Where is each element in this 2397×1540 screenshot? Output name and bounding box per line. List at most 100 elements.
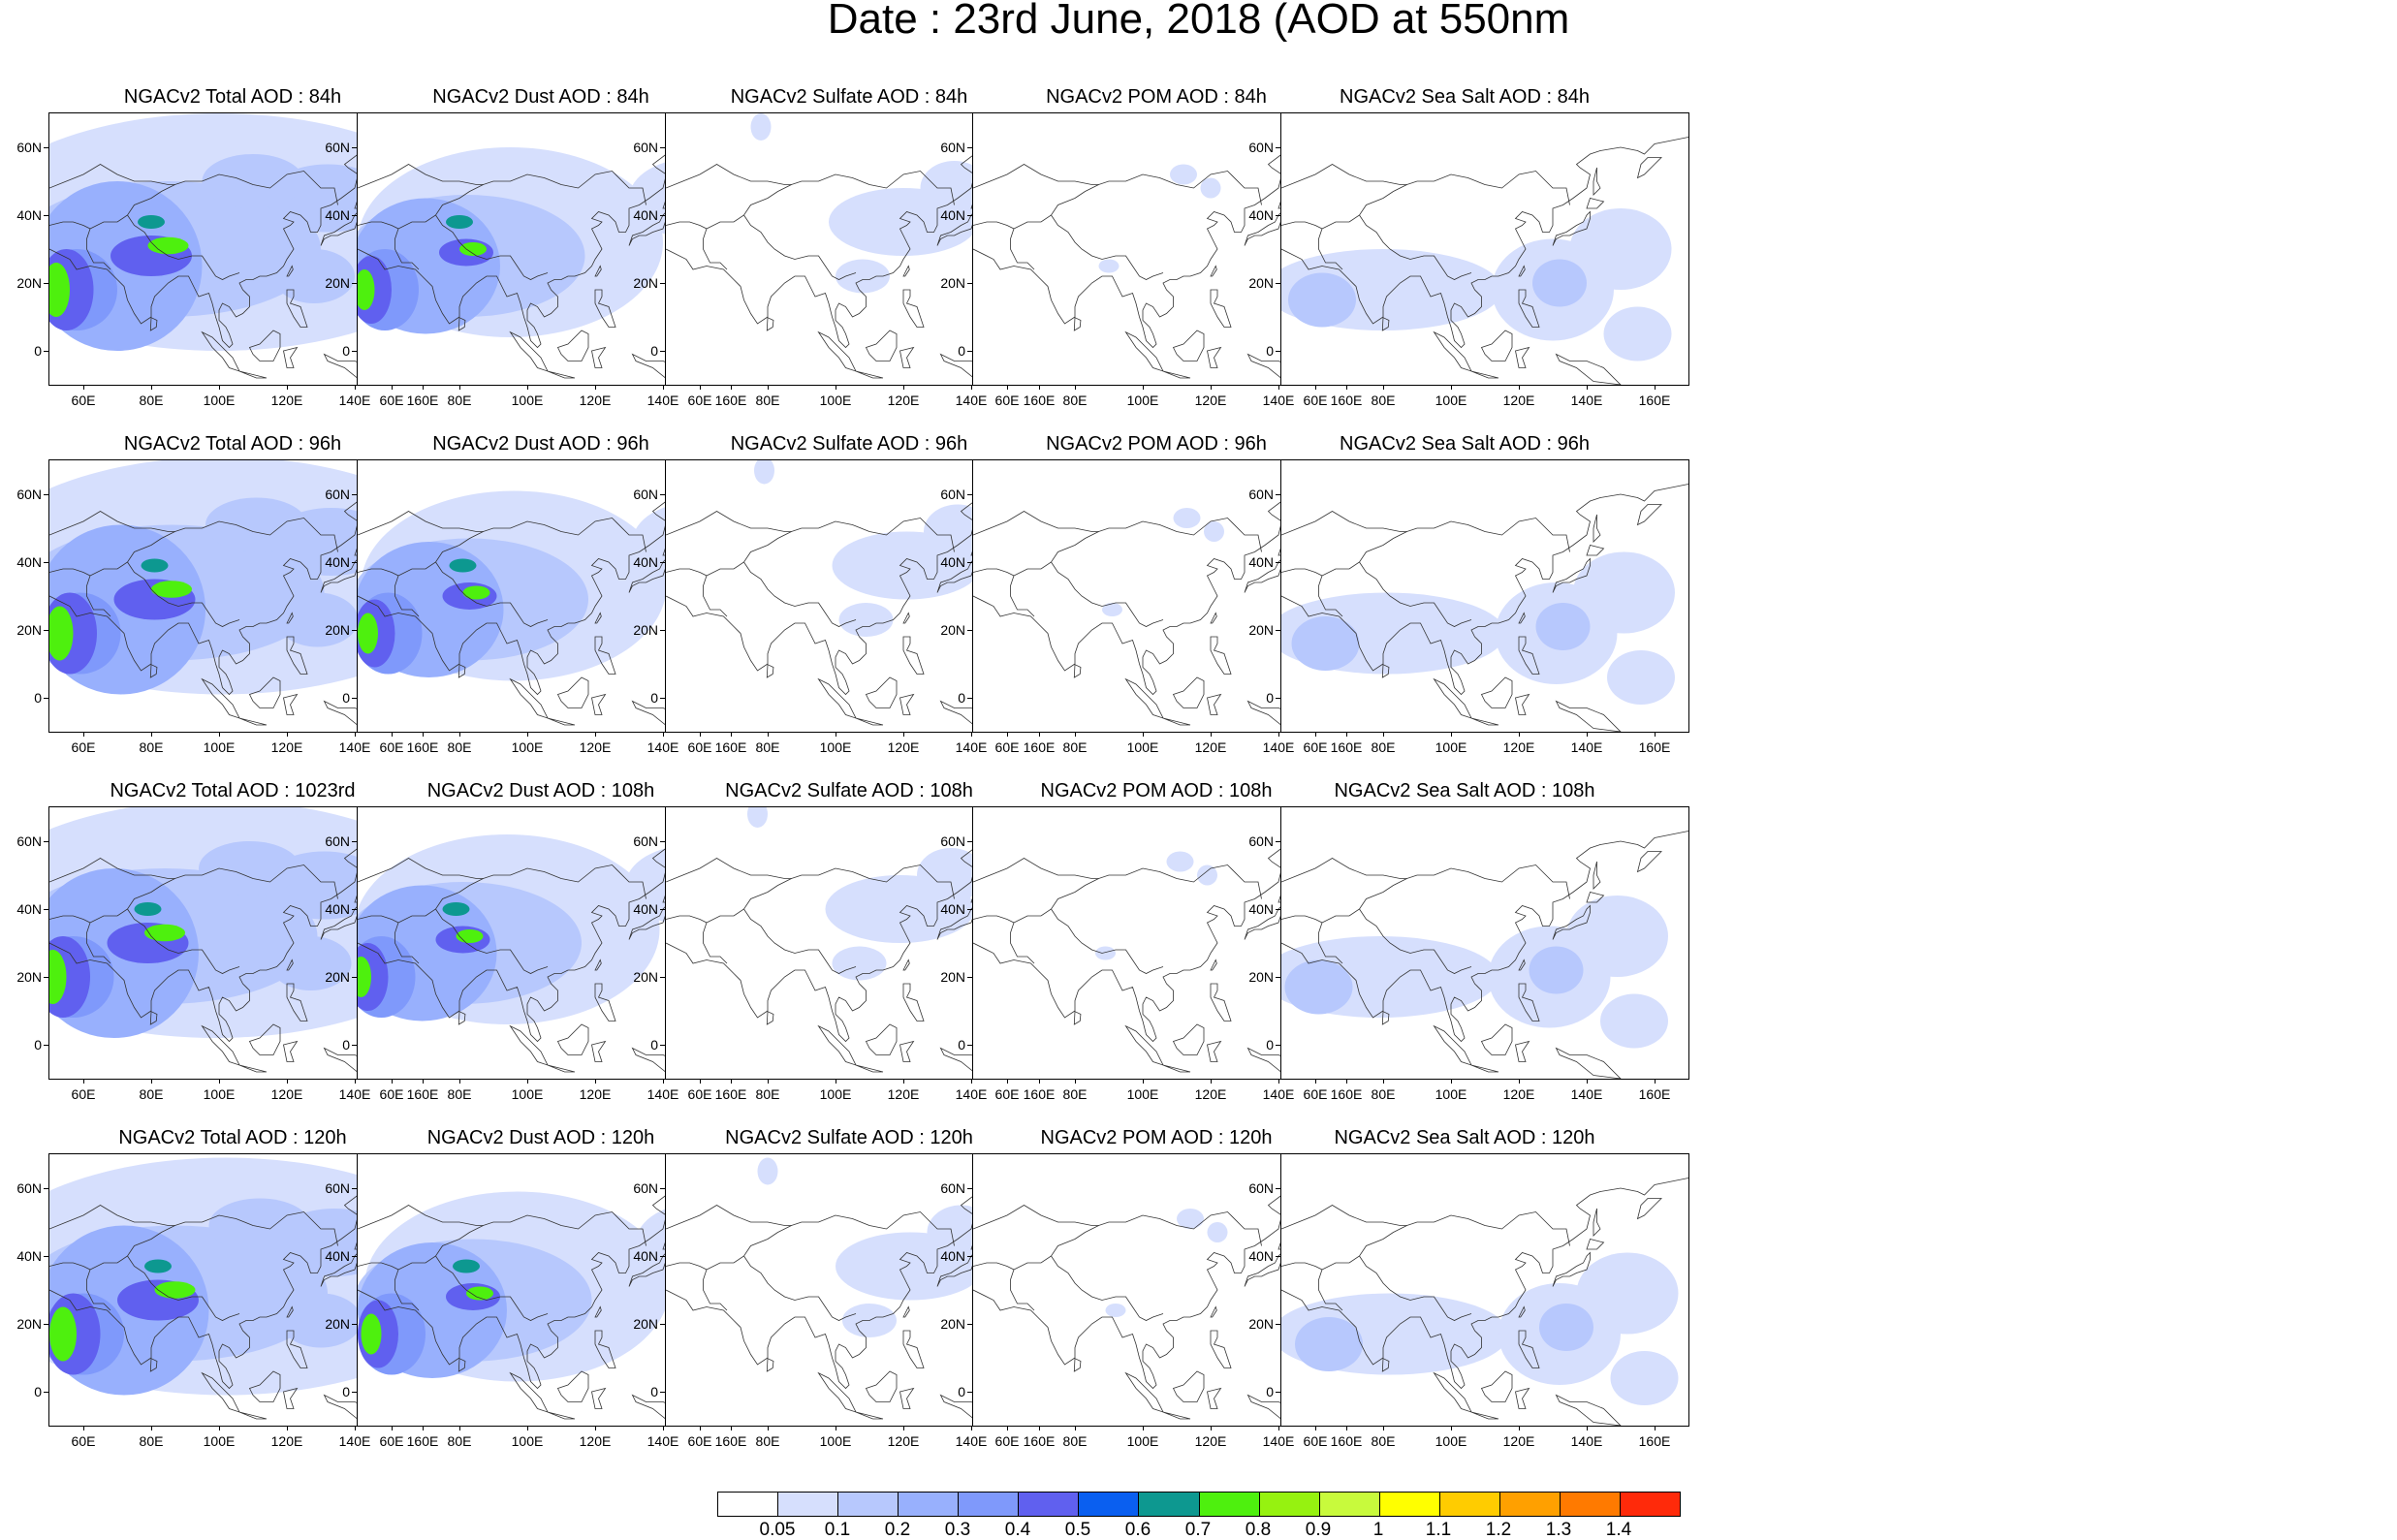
x-tick (663, 1426, 664, 1430)
x-tick-label: 120E (579, 1086, 612, 1102)
aod-region (144, 924, 185, 942)
x-tick (1587, 385, 1588, 390)
island-outline (902, 983, 925, 1021)
x-tick-label: 160E (406, 1433, 439, 1449)
island-outline (766, 1358, 774, 1372)
x-tick-label: 140E (1570, 1086, 1603, 1102)
colorbar-swatch (1560, 1493, 1621, 1516)
y-tick-label: 60N (1248, 1180, 1274, 1196)
island-outline (1433, 1024, 1472, 1066)
island-outline (286, 959, 294, 971)
coastline (666, 831, 1073, 1043)
x-tick-label: 100E (1126, 1433, 1159, 1449)
map-canvas (666, 1157, 1073, 1426)
x-tick-label: 60E (379, 1433, 404, 1449)
coastline (435, 908, 549, 974)
x-tick (1519, 732, 1520, 737)
coastline (49, 137, 457, 349)
x-tick-label: 120E (579, 1433, 612, 1449)
island-outline (1073, 317, 1082, 331)
x-tick (903, 1426, 904, 1430)
coastline (743, 214, 857, 280)
island-outline (1124, 677, 1164, 719)
y-tick-label: 20N (16, 969, 42, 985)
island-outline (865, 330, 898, 361)
coastline (973, 484, 1380, 696)
y-tick (967, 841, 972, 842)
island-outline (1172, 1370, 1205, 1402)
x-tick-label: 80E (1371, 1433, 1396, 1449)
y-tick-label: 60N (325, 1180, 350, 1196)
x-tick (1587, 1079, 1588, 1084)
island-outline (1470, 1411, 1499, 1420)
x-tick-label: 80E (1062, 393, 1088, 408)
island-outline (1210, 1305, 1217, 1318)
x-tick-label: 60E (994, 393, 1020, 408)
aod-region (1177, 1209, 1204, 1229)
y-tick-label: 0 (342, 343, 350, 359)
island-outline (1555, 1047, 1622, 1079)
y-tick (44, 562, 48, 563)
island-outline (286, 983, 308, 1021)
x-tick-label: 80E (447, 1086, 472, 1102)
island-outline (899, 1387, 915, 1409)
island-outline (283, 1387, 299, 1409)
x-tick (700, 385, 701, 390)
colorbar-label: 0.6 (1124, 1520, 1151, 1540)
y-tick (1276, 1324, 1280, 1325)
x-tick (151, 732, 152, 737)
island-outline (817, 677, 857, 719)
x-tick (1039, 1426, 1040, 1430)
y-tick (1276, 215, 1280, 216)
y-tick-label: 20N (633, 969, 658, 985)
x-tick-label: 120E (887, 393, 920, 408)
aod-map (1280, 112, 1689, 386)
x-tick (1007, 1426, 1008, 1430)
y-tick (967, 630, 972, 631)
map-canvas (49, 113, 457, 385)
y-tick (1276, 351, 1280, 352)
island-outline (902, 1330, 925, 1368)
x-tick-label: 60E (1303, 1433, 1328, 1449)
x-tick (971, 732, 972, 737)
y-tick-label: 0 (34, 343, 42, 359)
aod-region (49, 606, 74, 661)
x-tick (700, 1079, 701, 1084)
y-tick (967, 351, 972, 352)
y-tick (352, 351, 357, 352)
island-outline (457, 1358, 466, 1372)
island-outline (1210, 1330, 1232, 1368)
x-tick-label: 120E (1194, 1086, 1227, 1102)
island-outline (556, 330, 589, 361)
x-tick-label: 100E (511, 393, 544, 408)
panel-title: NGACv2 Dust AOD : 120h (426, 1127, 655, 1148)
island-outline (283, 346, 299, 368)
coastline (89, 1225, 175, 1271)
x-tick-label: 80E (447, 393, 472, 408)
island-outline (1515, 1040, 1530, 1062)
island-outline (1210, 959, 1217, 971)
island-outline (817, 330, 857, 372)
x-tick (392, 1079, 393, 1084)
x-tick-label: 80E (139, 1086, 164, 1102)
island-outline (248, 1370, 281, 1402)
coastline (1359, 561, 1472, 627)
aod-region (1576, 1252, 1679, 1335)
coastline (49, 568, 111, 617)
island-outline (457, 1011, 466, 1025)
y-tick-label: 20N (325, 622, 350, 638)
x-tick (219, 732, 220, 737)
x-tick-label: 120E (887, 1433, 920, 1449)
y-tick-label: 20N (1248, 1316, 1274, 1332)
x-tick-label: 140E (647, 1433, 679, 1449)
island-outline (1593, 1208, 1601, 1237)
coastline (973, 137, 1380, 349)
y-tick-label: 0 (650, 690, 658, 706)
aod-region (754, 460, 774, 485)
x-tick (1451, 385, 1452, 390)
x-tick-label: 100E (203, 739, 236, 755)
x-tick (459, 385, 460, 390)
x-tick-label: 140E (647, 1086, 679, 1102)
island-outline (1210, 983, 1232, 1021)
aod-region (1288, 272, 1356, 328)
